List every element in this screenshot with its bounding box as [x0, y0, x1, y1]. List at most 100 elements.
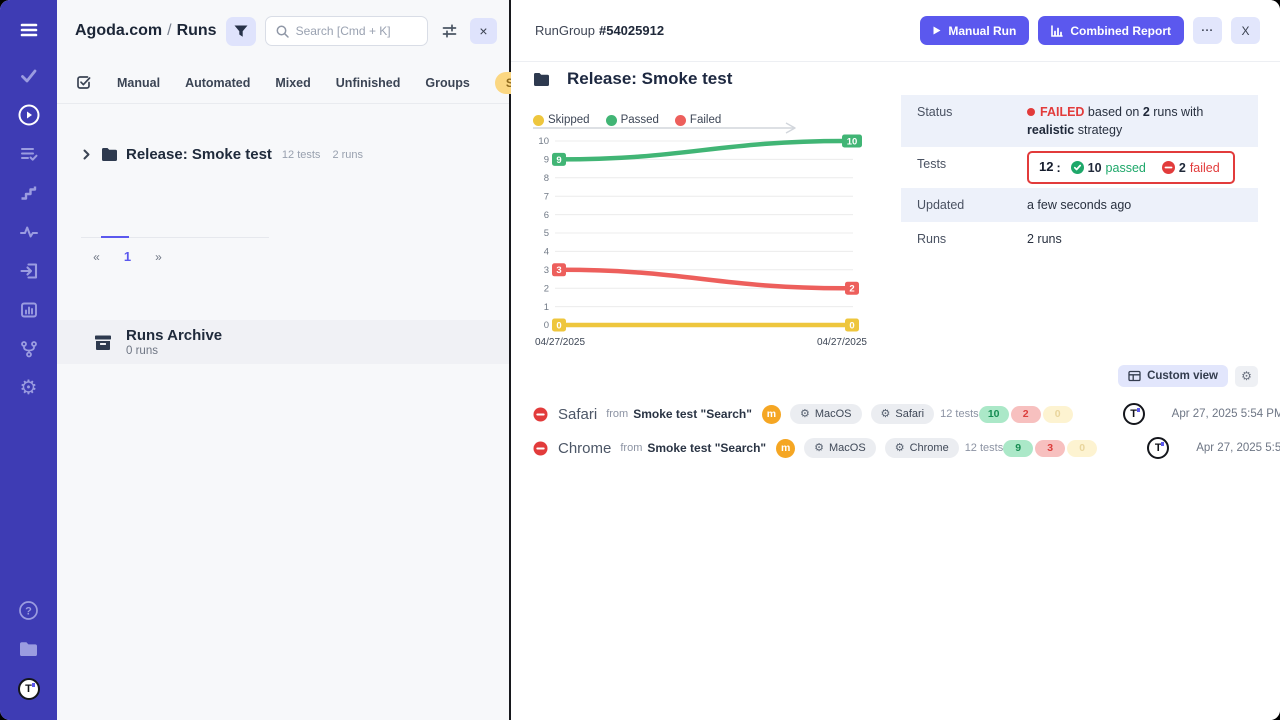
status-row: Status FAILED based on 2 runs with reali…	[901, 95, 1258, 148]
run-group-tree-item[interactable]: Release: Smoke test 12 tests 2 runs	[81, 146, 509, 163]
manual-run-button[interactable]: Manual Run	[920, 16, 1030, 45]
sidebar-item-pulse[interactable]	[10, 212, 48, 251]
tab-manual[interactable]: Manual	[117, 75, 161, 90]
tests-passed-word: passed	[1105, 160, 1146, 175]
run-source[interactable]: Smoke test "Search"	[633, 407, 752, 421]
table-view-icon	[1128, 370, 1141, 382]
custom-view-button[interactable]: Custom view	[1118, 365, 1228, 387]
svg-text:04/27/2025: 04/27/2025	[535, 337, 585, 348]
runs-archive-item[interactable]: Runs Archive 0 runs	[57, 320, 509, 364]
env-pill-os[interactable]: ⚙ MacOS	[804, 438, 876, 458]
sidebar-item-import[interactable]	[10, 251, 48, 290]
sidebar-item-analytics[interactable]	[10, 290, 48, 329]
runs-label: Runs	[917, 232, 947, 247]
detail-header: RunGroup #54025912 Manual Run Combined Re…	[511, 0, 1280, 62]
sidebar-item-help[interactable]: ?	[10, 591, 48, 630]
run-title[interactable]: Chrome	[558, 439, 612, 457]
tab-mixed[interactable]: Mixed	[275, 75, 311, 90]
tab-automated[interactable]: Automated	[185, 75, 251, 90]
runs-filter-tabs: Manual Automated Mixed Unfinished Groups…	[57, 62, 564, 104]
legend-item[interactable]: Passed	[605, 114, 659, 126]
chevron-right-icon[interactable]	[81, 149, 92, 160]
env-pill-label: Chrome	[909, 442, 949, 454]
pagination-page-1[interactable]: 1	[112, 249, 143, 264]
chart-legend: Skipped Passed Failed	[533, 110, 805, 134]
sidebar: ⚙ ? T	[0, 0, 57, 720]
pagination-buttons: « 1 »	[81, 249, 269, 264]
svg-text:0: 0	[849, 320, 854, 331]
more-actions-button[interactable]: ...	[1193, 17, 1222, 44]
play-circle-icon	[18, 104, 39, 125]
env-pill-os[interactable]: ⚙ MacOS	[789, 404, 862, 424]
legend-item[interactable]: Failed	[674, 114, 721, 126]
list-settings-button[interactable]: ⚙	[1235, 365, 1258, 387]
failed-count-pill: 3	[1035, 439, 1066, 457]
breadcrumb-separator: /	[167, 22, 172, 39]
folder-icon	[101, 147, 118, 162]
timeline-arrow-icon	[533, 122, 796, 134]
status-table: Status FAILED based on 2 runs with reali…	[901, 95, 1258, 256]
status-strategy: realistic	[1027, 123, 1075, 138]
breadcrumb[interactable]: Agoda.com / Runs	[75, 22, 217, 40]
env-pill-browser[interactable]: ⚙ Safari	[870, 404, 935, 424]
status-label: Status	[917, 105, 953, 119]
skipped-count-pill: 0	[1067, 439, 1098, 457]
close-panel-button[interactable]: ×	[470, 18, 497, 44]
run-title[interactable]: Safari	[558, 405, 598, 423]
run-row-chrome[interactable]: Chrome from Smoke test "Search" m ⚙ MacOS…	[533, 433, 1280, 463]
tab-unfinished[interactable]: Unfinished	[335, 75, 401, 90]
list-check-icon	[20, 147, 37, 161]
pagination-divider	[81, 236, 269, 238]
report-chart-icon	[1051, 24, 1064, 37]
status-text: strategy	[1074, 123, 1123, 138]
pagination-next-button[interactable]: »	[143, 250, 174, 264]
run-date: Apr 27, 2025 5:53 PM	[1196, 442, 1280, 454]
pagination: « 1 »	[81, 236, 269, 264]
section-title-row: Release: Smoke test	[533, 69, 1258, 89]
folder-icon	[533, 72, 550, 87]
sidebar-item-runs[interactable]	[10, 95, 48, 134]
breadcrumb-project[interactable]: Agoda.com	[75, 22, 163, 39]
select-runs-button[interactable]	[75, 74, 92, 91]
sidebar-item-branches[interactable]	[10, 329, 48, 368]
menu-icon[interactable]	[10, 10, 48, 49]
archive-text: Runs Archive 0 runs	[126, 327, 222, 357]
search-input[interactable]	[295, 24, 418, 38]
sidebar-item-settings[interactable]: ⚙	[10, 368, 48, 407]
combined-report-button[interactable]: Combined Report	[1038, 16, 1184, 45]
run-row-safari[interactable]: Safari from Smoke test "Search" m ⚙ MacOS…	[533, 399, 1280, 429]
passed-count-pill: 9	[1003, 439, 1034, 457]
adjustments-button[interactable]	[437, 23, 461, 39]
avatar: T	[17, 677, 40, 700]
passed-count-pill: 10	[978, 405, 1009, 423]
svg-text:0: 0	[544, 320, 549, 331]
status-text: based on	[1084, 105, 1143, 119]
svg-text:?: ?	[25, 605, 32, 617]
runs-panel-header: Agoda.com/Runs ×	[57, 0, 509, 62]
sliders-icon	[442, 24, 456, 38]
funnel-icon	[234, 25, 248, 37]
svg-text:8: 8	[544, 173, 549, 184]
run-source[interactable]: Smoke test "Search"	[647, 441, 767, 455]
tab-groups[interactable]: Groups	[425, 75, 470, 90]
svg-text:04/27/2025: 04/27/2025	[817, 337, 867, 348]
close-detail-button[interactable]: X	[1231, 17, 1260, 44]
run-author-avatar: T	[1122, 403, 1145, 425]
sidebar-item-docs[interactable]	[10, 630, 48, 669]
svg-text:4: 4	[544, 247, 549, 258]
tests-passed-group: 10 passed	[1070, 159, 1146, 177]
sidebar-item-tasks[interactable]	[10, 56, 48, 95]
env-pill-browser[interactable]: ⚙ Chrome	[884, 438, 959, 458]
legend-item[interactable]: Skipped	[533, 114, 590, 126]
gear-icon: ⚙	[799, 407, 810, 420]
sidebar-item-steps[interactable]	[10, 173, 48, 212]
pagination-prev-button[interactable]: «	[81, 250, 112, 264]
detail-title-prefix: RunGroup	[535, 23, 595, 38]
sidebar-user-avatar[interactable]: T	[10, 669, 48, 708]
filter-button[interactable]	[225, 16, 256, 46]
detail-content: Release: Smoke test Skipped Passed Failed …	[511, 62, 1280, 720]
sidebar-item-test-plans[interactable]	[10, 134, 48, 173]
archive-box-icon	[93, 333, 113, 352]
